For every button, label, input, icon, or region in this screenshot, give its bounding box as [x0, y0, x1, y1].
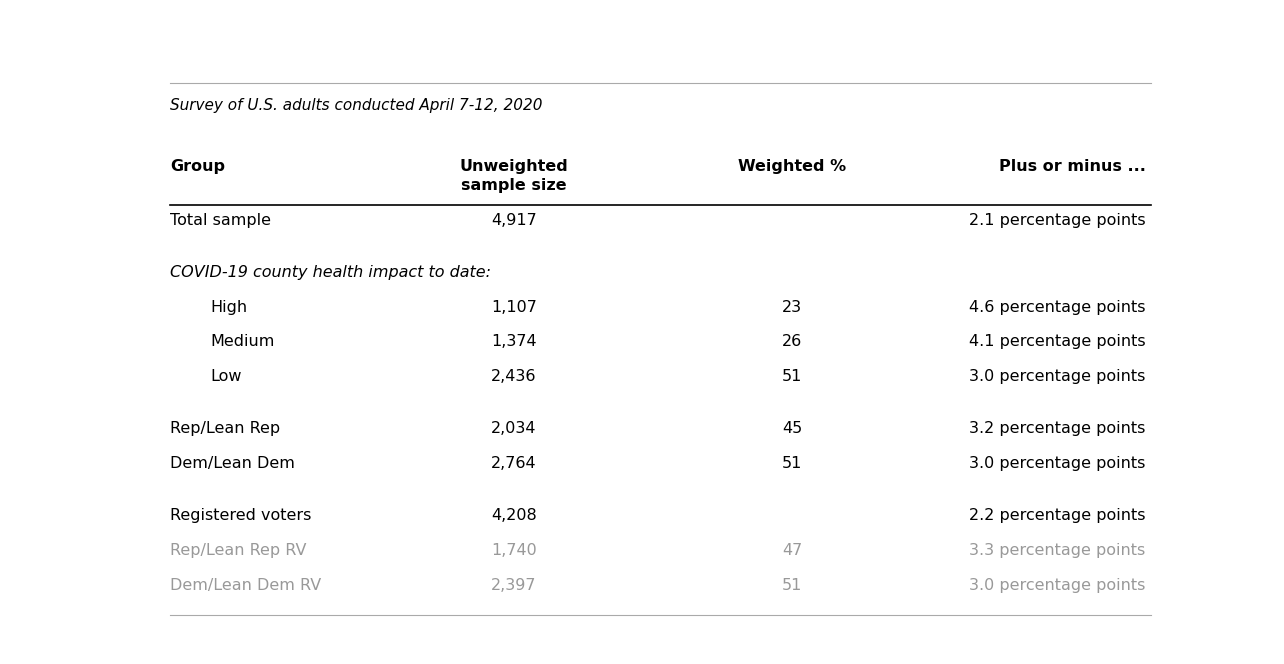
- Text: 3.0 percentage points: 3.0 percentage points: [969, 456, 1145, 471]
- Text: Group: Group: [171, 159, 226, 174]
- Text: 3.2 percentage points: 3.2 percentage points: [969, 421, 1145, 436]
- Text: Unweighted
sample size: Unweighted sample size: [460, 159, 568, 193]
- Text: 1,740: 1,740: [490, 543, 537, 558]
- Text: 2,397: 2,397: [490, 578, 537, 593]
- Text: Dem/Lean Dem: Dem/Lean Dem: [171, 456, 295, 471]
- Text: Total sample: Total sample: [171, 212, 271, 228]
- Text: 51: 51: [782, 456, 802, 471]
- Text: 51: 51: [782, 369, 802, 384]
- Text: 3.0 percentage points: 3.0 percentage points: [969, 578, 1145, 593]
- Text: 2,034: 2,034: [490, 421, 537, 436]
- Text: Survey of U.S. adults conducted April 7-12, 2020: Survey of U.S. adults conducted April 7-…: [171, 98, 543, 113]
- Text: Rep/Lean Rep: Rep/Lean Rep: [171, 421, 281, 436]
- Text: Rep/Lean Rep RV: Rep/Lean Rep RV: [171, 543, 307, 558]
- Text: Plus or minus ...: Plus or minus ...: [999, 159, 1145, 174]
- Text: 2,436: 2,436: [490, 369, 537, 384]
- Text: 26: 26: [782, 334, 802, 349]
- Text: 2.1 percentage points: 2.1 percentage points: [969, 212, 1145, 228]
- Text: 23: 23: [782, 299, 802, 315]
- Text: 4.1 percentage points: 4.1 percentage points: [969, 334, 1145, 349]
- Text: 2.2 percentage points: 2.2 percentage points: [969, 508, 1145, 523]
- Text: 4,208: 4,208: [490, 508, 537, 523]
- Text: High: High: [211, 299, 248, 315]
- Text: Medium: Medium: [211, 334, 275, 349]
- Text: Weighted %: Weighted %: [738, 159, 846, 174]
- Text: Low: Low: [211, 369, 241, 384]
- Text: 51: 51: [782, 578, 802, 593]
- Text: 47: 47: [782, 543, 802, 558]
- Text: 3.0 percentage points: 3.0 percentage points: [969, 369, 1145, 384]
- Text: 4.6 percentage points: 4.6 percentage points: [969, 299, 1145, 315]
- Text: 1,107: 1,107: [490, 299, 537, 315]
- Text: COVID-19 county health impact to date:: COVID-19 county health impact to date:: [171, 265, 492, 280]
- Text: 2,764: 2,764: [490, 456, 537, 471]
- Text: 1,374: 1,374: [490, 334, 537, 349]
- Text: Registered voters: Registered voters: [171, 508, 312, 523]
- Text: 3.3 percentage points: 3.3 percentage points: [969, 543, 1145, 558]
- Text: 4,917: 4,917: [490, 212, 537, 228]
- Text: Dem/Lean Dem RV: Dem/Lean Dem RV: [171, 578, 322, 593]
- Text: 45: 45: [782, 421, 802, 436]
